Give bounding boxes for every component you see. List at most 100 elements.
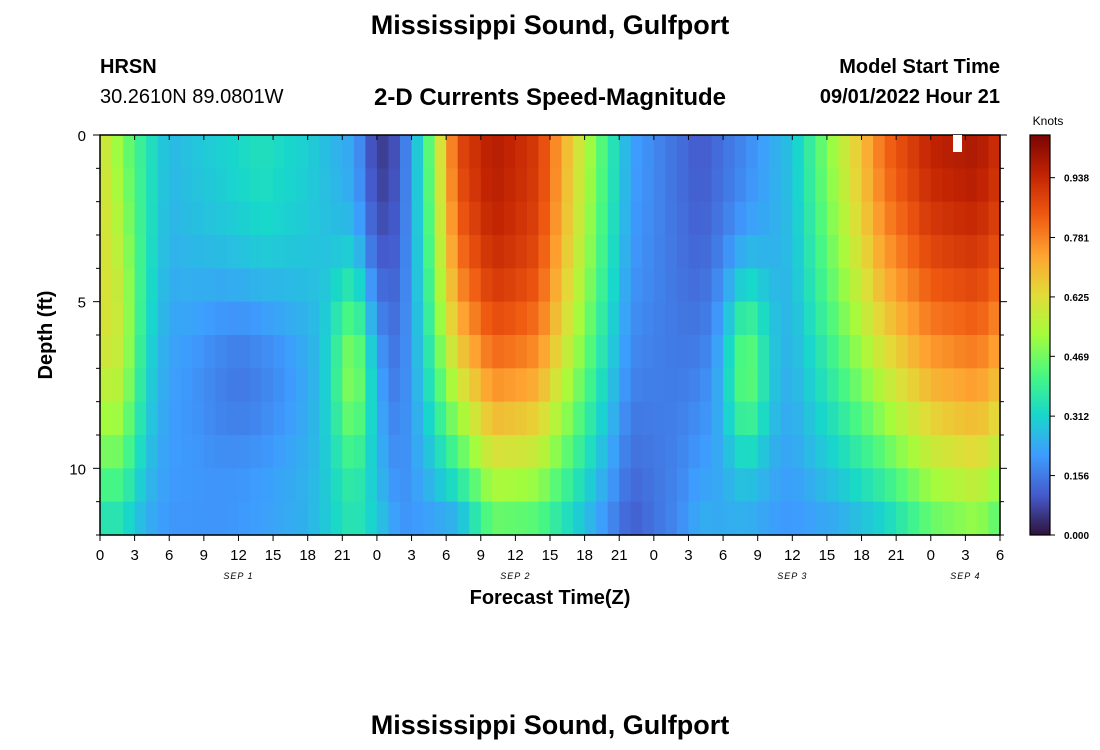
heatmap-cell <box>457 268 470 303</box>
heatmap-cell <box>746 168 759 203</box>
heatmap-cell <box>976 135 990 169</box>
heatmap-cell <box>492 401 505 436</box>
heatmap-cell <box>700 135 713 169</box>
heatmap-cell <box>653 135 666 169</box>
heatmap-cell <box>180 368 193 403</box>
heatmap-cell <box>769 435 782 469</box>
heatmap-cell <box>180 301 193 336</box>
chart-subtitle: 2-D Currents Speed-Magnitude <box>373 84 727 111</box>
heatmap-cell <box>884 435 897 469</box>
heatmap-cell <box>330 201 343 236</box>
heatmap-cell <box>492 501 505 536</box>
heatmap-cell <box>596 468 609 503</box>
heatmap-cell <box>619 235 632 269</box>
heatmap-cell <box>803 301 816 336</box>
heatmap-cell <box>723 501 736 536</box>
heatmap-cell <box>803 335 816 369</box>
heatmap-cell <box>146 401 159 436</box>
heatmap-cell <box>561 468 574 503</box>
heatmap-cell <box>757 135 770 169</box>
heatmap-cell <box>330 401 343 436</box>
heatmap-cell <box>700 235 713 269</box>
heatmap-cell <box>169 435 182 469</box>
heatmap-cell <box>653 501 666 536</box>
heatmap-cell <box>261 301 274 336</box>
heatmap-cell <box>976 235 990 269</box>
heatmap-cell <box>423 401 436 436</box>
heatmap-cell <box>803 368 816 403</box>
heatmap-cell <box>723 335 736 369</box>
heatmap-cell <box>780 368 793 403</box>
heatmap-cell <box>607 235 620 269</box>
heatmap-cell <box>296 468 309 503</box>
heatmap-cell <box>734 268 747 303</box>
heatmap-cell <box>423 135 436 169</box>
heatmap-cell <box>296 335 309 369</box>
heatmap-cell <box>342 501 355 536</box>
heatmap-cell <box>434 268 447 303</box>
heatmap-cell <box>711 468 724 503</box>
heatmap-cell <box>123 401 136 436</box>
heatmap-cell <box>238 235 251 269</box>
heatmap-cell <box>596 401 609 436</box>
heatmap-cell <box>400 235 413 269</box>
heatmap-cell <box>169 368 182 403</box>
heatmap-cell <box>457 435 470 469</box>
heatmap-cell <box>619 135 632 169</box>
heatmap-cell <box>388 401 401 436</box>
heatmap-cell <box>503 368 516 403</box>
heatmap-cell <box>838 235 851 269</box>
heatmap-cell <box>930 468 943 503</box>
heatmap-cell <box>296 168 309 203</box>
x-tick-label: 6 <box>442 547 450 564</box>
heatmap-cell <box>215 168 228 203</box>
heatmap-cell <box>653 168 666 203</box>
y-axis: 0 5 10 <box>69 128 1007 536</box>
heatmap-cell <box>769 201 782 236</box>
heatmap-cell <box>215 501 228 536</box>
heatmap-cell <box>226 368 240 403</box>
heatmap-cell <box>376 235 390 269</box>
heatmap-cell <box>180 135 193 169</box>
heatmap-cell <box>607 201 620 236</box>
heatmap-cell <box>123 368 136 403</box>
heatmap-cell <box>492 135 505 169</box>
heatmap-cell <box>180 201 193 236</box>
heatmap-cell <box>203 368 216 403</box>
heatmap-cell <box>573 201 586 236</box>
heatmap-cell <box>873 468 886 503</box>
heatmap-cell <box>100 401 113 436</box>
heatmap-cell <box>434 201 447 236</box>
heatmap-cell <box>850 168 863 203</box>
heatmap-cell <box>319 201 332 236</box>
heatmap-cell <box>884 335 897 369</box>
heatmap-cell <box>907 201 920 236</box>
heatmap-cell <box>630 201 643 236</box>
heatmap-cell <box>734 335 747 369</box>
heatmap-cell <box>850 368 863 403</box>
heatmap-cell <box>803 201 816 236</box>
heatmap-cell <box>573 301 586 336</box>
heatmap-cell <box>423 301 436 336</box>
heatmap-cell <box>976 368 990 403</box>
heatmap-cell <box>111 135 124 169</box>
heatmap-cell <box>100 135 113 169</box>
heatmap-cell <box>192 501 205 536</box>
heatmap-cell <box>284 335 297 369</box>
heatmap-cell <box>261 168 274 203</box>
heatmap-cell <box>134 201 147 236</box>
heatmap-cell <box>965 301 978 336</box>
heatmap-cell <box>169 401 182 436</box>
heatmap-cell <box>526 268 540 303</box>
heatmap-cell <box>838 401 851 436</box>
heatmap-cell <box>688 201 701 236</box>
heatmap-cell <box>953 335 966 369</box>
x-tick-label: 21 <box>611 547 628 564</box>
heatmap-cell <box>676 468 690 503</box>
heatmap-cell <box>700 301 713 336</box>
heatmap-cell <box>492 168 505 203</box>
heatmap-cell <box>203 201 216 236</box>
heatmap-cell <box>365 335 378 369</box>
heatmap-cell <box>273 501 286 536</box>
heatmap-cell <box>757 235 770 269</box>
